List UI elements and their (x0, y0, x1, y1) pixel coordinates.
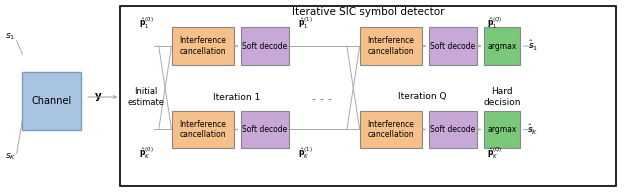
Text: $\hat{s}_K$: $\hat{s}_K$ (527, 122, 539, 137)
Text: argmax: argmax (488, 42, 516, 51)
Text: Interference
cancellation: Interference cancellation (179, 36, 227, 56)
Text: Interference
cancellation: Interference cancellation (367, 120, 415, 139)
Text: Interference
cancellation: Interference cancellation (367, 36, 415, 56)
Bar (484, 27, 520, 65)
Text: Iterative SIC symbol detector: Iterative SIC symbol detector (292, 7, 445, 17)
Text: Soft decode: Soft decode (431, 125, 476, 134)
Bar (241, 111, 289, 148)
Text: argmax: argmax (488, 125, 516, 134)
Bar (172, 111, 234, 148)
Text: $\hat{s}_1$: $\hat{s}_1$ (528, 39, 538, 53)
Text: $\hat{\mathbf{p}}_K^{(Q)}$: $\hat{\mathbf{p}}_K^{(Q)}$ (487, 145, 502, 160)
Text: $\hat{\mathbf{p}}_1^{(Q)}$: $\hat{\mathbf{p}}_1^{(Q)}$ (487, 15, 502, 30)
Text: Soft decode: Soft decode (243, 42, 287, 51)
Bar (360, 111, 422, 148)
Bar (22, 72, 81, 130)
Text: $\mathbf{y}$: $\mathbf{y}$ (93, 91, 102, 103)
Text: $s_K$: $s_K$ (5, 152, 17, 162)
Text: Iteration 1: Iteration 1 (213, 93, 260, 101)
Text: Channel: Channel (32, 96, 72, 106)
Text: Interference
cancellation: Interference cancellation (179, 120, 227, 139)
Text: $\hat{\mathbf{p}}_1^{(1)}$: $\hat{\mathbf{p}}_1^{(1)}$ (298, 15, 312, 30)
Bar (429, 111, 477, 148)
Text: Soft decode: Soft decode (431, 42, 476, 51)
Text: . . .: . . . (312, 90, 332, 104)
Text: Initial
estimate: Initial estimate (127, 87, 164, 107)
Text: $\hat{\mathbf{p}}_K^{(0)}$: $\hat{\mathbf{p}}_K^{(0)}$ (139, 145, 153, 160)
Text: $\hat{\mathbf{p}}_1^{(0)}$: $\hat{\mathbf{p}}_1^{(0)}$ (139, 15, 153, 30)
Bar (429, 27, 477, 65)
Text: Soft decode: Soft decode (243, 125, 287, 134)
Text: Iteration Q: Iteration Q (397, 93, 446, 101)
Text: $s_1$: $s_1$ (5, 32, 15, 42)
Bar (484, 111, 520, 148)
Bar (120, 6, 616, 186)
Bar (172, 27, 234, 65)
Text: Hard
decision: Hard decision (483, 87, 521, 107)
Text: $\hat{\mathbf{p}}_K^{(1)}$: $\hat{\mathbf{p}}_K^{(1)}$ (298, 145, 312, 160)
Bar (360, 27, 422, 65)
Bar (241, 27, 289, 65)
